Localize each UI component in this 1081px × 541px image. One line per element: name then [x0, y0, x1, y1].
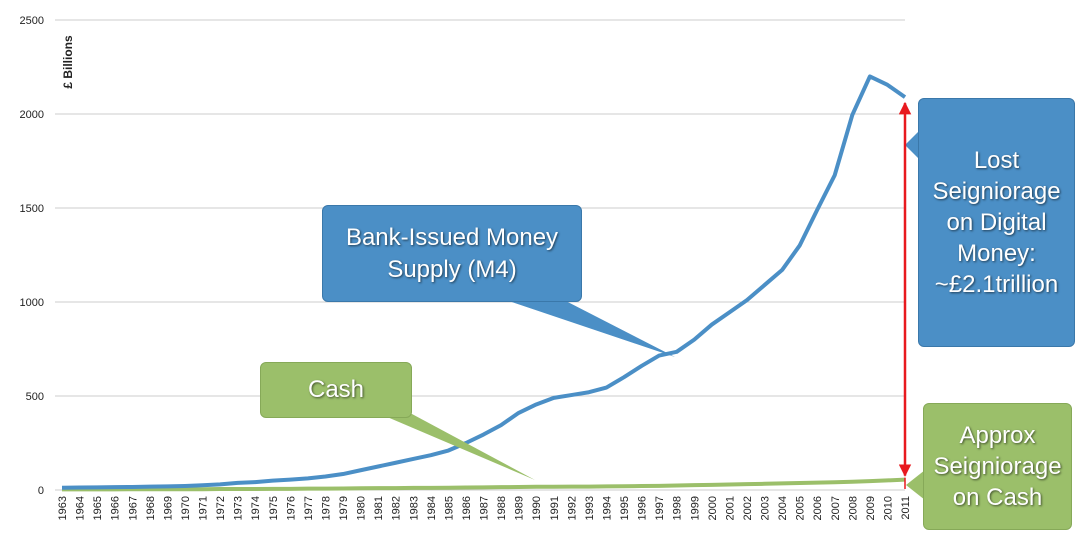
x-tick-label: 1989 — [514, 496, 526, 520]
y-tick-label: 2500 — [20, 15, 44, 27]
x-tick-label: 1968 — [145, 496, 157, 520]
callout-tail — [380, 414, 535, 480]
x-tick-label: 1990 — [531, 496, 543, 520]
x-tick-label: 1985 — [443, 496, 455, 520]
x-tick-label: 1997 — [654, 496, 666, 520]
x-tick-label: 1996 — [637, 496, 649, 520]
callout-tail — [906, 470, 925, 500]
x-tick-label: 2003 — [760, 496, 772, 520]
x-tick-label: 1976 — [285, 496, 297, 520]
x-tick-label: 1995 — [619, 496, 631, 520]
x-tick-label: 1974 — [250, 496, 262, 520]
x-tick-label: 1984 — [426, 496, 438, 520]
x-tick-label: 2006 — [812, 496, 824, 520]
x-tick-label: 1979 — [338, 496, 350, 520]
x-tick-label: 1988 — [496, 496, 508, 520]
x-tick-label: 1969 — [162, 496, 174, 520]
x-tick-label: 1987 — [479, 496, 491, 520]
callout-tail — [905, 130, 920, 160]
x-tick-label: 1964 — [75, 496, 87, 520]
x-tick-label: 1992 — [566, 496, 578, 520]
x-tick-label: 1991 — [549, 496, 561, 520]
x-tick-label: 1977 — [303, 496, 315, 520]
x-tick-label: 2010 — [882, 496, 894, 520]
x-tick-label: 1999 — [689, 496, 701, 520]
x-tick-label: 2004 — [777, 496, 789, 520]
x-tick-label: 1986 — [461, 496, 473, 520]
x-tick-label: 1973 — [233, 496, 245, 520]
x-tick-label: 1965 — [92, 496, 104, 520]
y-tick-label: 1000 — [20, 297, 44, 309]
x-tick-label: 1981 — [373, 496, 385, 520]
series-line — [62, 477, 906, 492]
x-tick-label: 2002 — [742, 496, 754, 520]
x-tick-label: 1963 — [57, 496, 69, 520]
callout: Cash — [260, 362, 412, 418]
x-tick-label: 1980 — [356, 496, 368, 520]
x-tick-label: 1966 — [110, 496, 122, 520]
x-tick-label: 1970 — [180, 496, 192, 520]
x-tick-label: 1975 — [268, 496, 280, 520]
x-tick-label: 1982 — [391, 496, 403, 520]
x-tick-label: 2007 — [830, 496, 842, 520]
x-tick-label: 1993 — [584, 496, 596, 520]
x-tick-label: 2008 — [847, 496, 859, 520]
x-tick-label: 1978 — [320, 496, 332, 520]
y-axis-label: £ Billions — [61, 35, 75, 89]
series-line — [61, 74, 907, 490]
x-tick-label: 1994 — [601, 496, 613, 520]
callout: Approx Seigniorage on Cash — [923, 403, 1072, 530]
y-tick-label: 500 — [26, 391, 44, 403]
x-tick-label: 2011 — [900, 496, 912, 520]
x-tick-label: 1983 — [408, 496, 420, 520]
callout-tail — [500, 298, 675, 357]
x-tick-label: 1971 — [198, 496, 210, 520]
y-tick-label: 0 — [38, 485, 44, 497]
x-tick-label: 2009 — [865, 496, 877, 520]
x-tick-label: 2001 — [724, 496, 736, 520]
x-tick-label: 1972 — [215, 496, 227, 520]
callout: Lost Seigniorage on Digital Money: ~£2.1… — [918, 98, 1075, 347]
x-tick-label: 2005 — [795, 496, 807, 520]
x-tick-label: 1998 — [672, 496, 684, 520]
y-tick-label: 1500 — [20, 203, 44, 215]
x-tick-label: 2000 — [707, 496, 719, 520]
callout: Bank-Issued Money Supply (M4) — [322, 205, 582, 302]
y-tick-label: 2000 — [20, 109, 44, 121]
x-tick-label: 1967 — [127, 496, 139, 520]
